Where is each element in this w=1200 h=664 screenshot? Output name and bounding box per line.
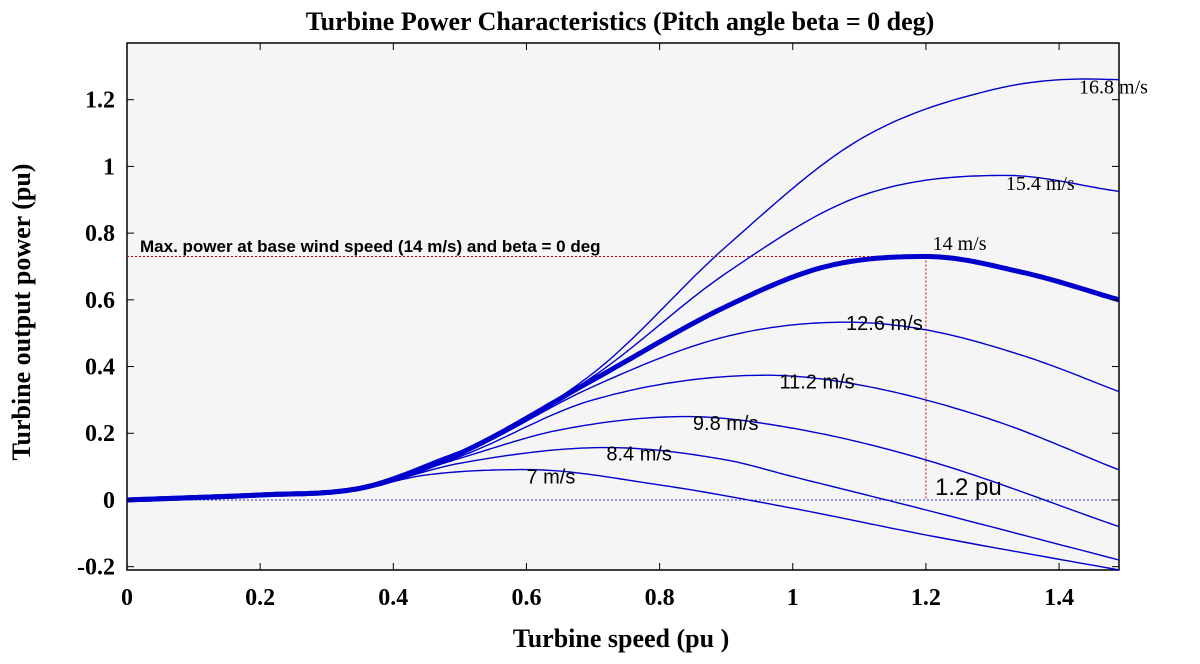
curve-label: 7 m/s — [526, 467, 575, 489]
max-power-annotation: Max. power at base wind speed (14 m/s) a… — [140, 237, 601, 256]
common-start-segment — [126, 450, 461, 503]
curve-label: 9.8 m/s — [693, 413, 759, 435]
x-tick-label: 1.2 — [911, 585, 941, 611]
curve-label: 16.8 m/s — [1079, 76, 1148, 98]
chart-title: Turbine Power Characteristics (Pitch ang… — [306, 7, 935, 36]
power-curves — [126, 78, 1120, 571]
base-speed-annotation: 1.2 pu — [935, 474, 1002, 501]
x-tick-label: 1 — [787, 585, 799, 611]
y-tick-label: -0.2 — [77, 555, 115, 581]
curve-label: 15.4 m/s — [1006, 173, 1075, 195]
x-tick-label: 0.8 — [645, 585, 675, 611]
y-tick-label: 1 — [103, 154, 115, 180]
curve-label: 8.4 m/s — [606, 443, 672, 465]
reference-lines — [127, 255, 1119, 501]
y-tick-label: 0.2 — [85, 421, 115, 447]
plot-area — [126, 42, 1120, 571]
y-tick-label: 0.8 — [85, 221, 115, 247]
x-tick-label: 1.4 — [1044, 585, 1074, 611]
y-axis-ticks: -0.2 0 0.2 0.4 0.6 0.8 1 1.2 — [77, 88, 1119, 581]
curve-labels: 16.8 m/s 15.4 m/s 14 m/s 12.6 m/s 11.2 m/s 9.… — [526, 76, 1148, 488]
curve-label: 14 m/s — [933, 233, 987, 255]
y-tick-label: 0 — [103, 488, 115, 514]
y-tick-label: 0.4 — [85, 355, 115, 381]
x-tick-label: 0.2 — [245, 585, 275, 611]
x-tick-label: 0.6 — [511, 585, 541, 611]
x-tick-label: 0.4 — [378, 585, 408, 611]
x-axis-label: Turbine speed (pu ) — [513, 624, 730, 653]
curve-label: 11.2 m/s — [779, 372, 854, 394]
y-tick-label: 1.2 — [85, 88, 115, 114]
y-tick-label: 0.6 — [85, 288, 115, 314]
x-tick-label: 0 — [121, 585, 133, 611]
y-axis-label: Turbine output power (pu) — [7, 164, 36, 461]
x-axis-ticks: 0 0.2 0.4 0.6 0.8 1 1.2 1.4 — [121, 43, 1074, 611]
curve-label: 12.6 m/s — [846, 313, 923, 335]
